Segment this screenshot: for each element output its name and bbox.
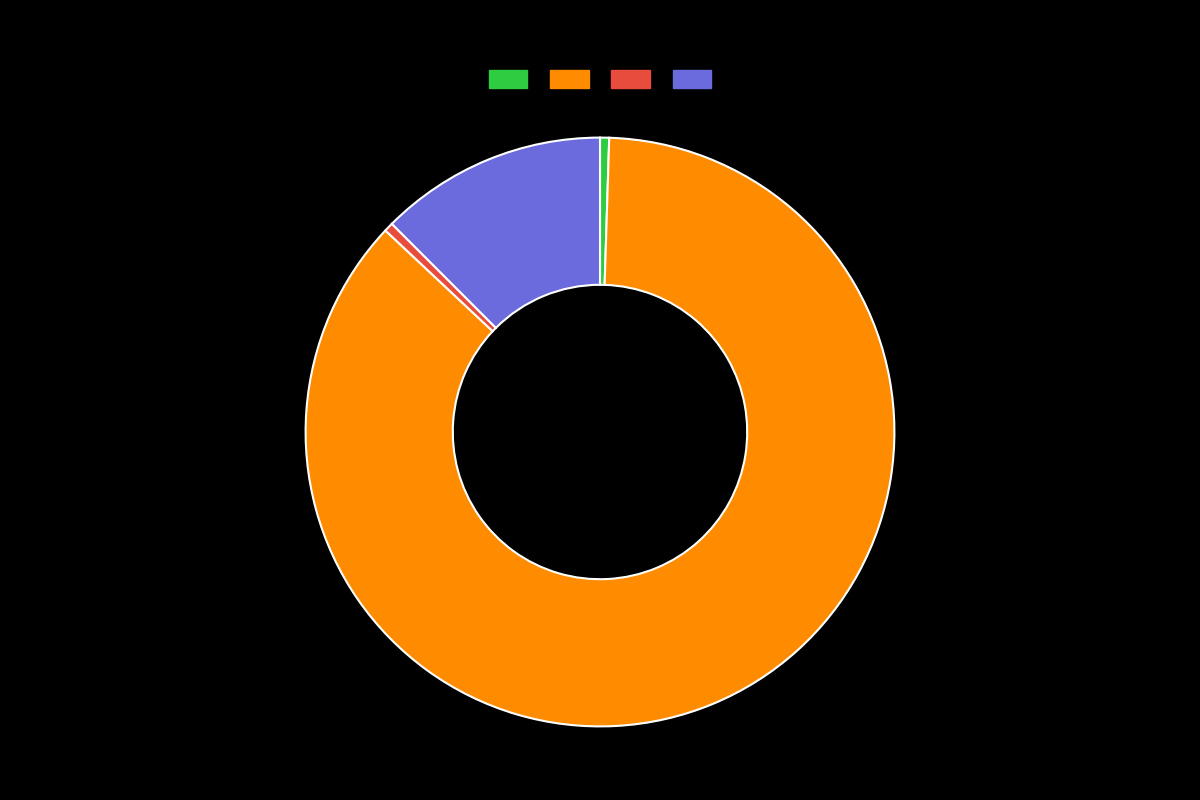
Wedge shape [385,224,496,331]
Wedge shape [600,138,610,285]
Wedge shape [306,138,894,726]
Wedge shape [392,138,600,328]
Legend: , , , : , , , [484,64,716,94]
